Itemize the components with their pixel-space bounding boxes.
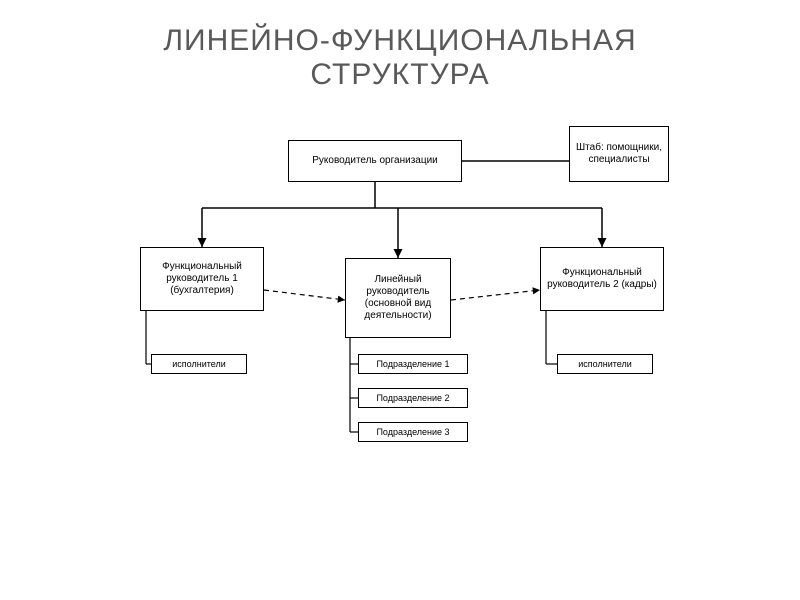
- node-exec2-label: исполнители: [578, 359, 631, 370]
- node-head-label: Руководитель организации: [312, 155, 437, 167]
- node-staff: Штаб: помощники, специалисты: [569, 126, 669, 182]
- node-sub3: Подразделение 3: [358, 422, 468, 442]
- node-exec1-label: исполнители: [172, 359, 225, 370]
- node-exec1: исполнители: [151, 354, 247, 374]
- node-line-label: Линейный руководитель (основной вид деят…: [350, 274, 446, 322]
- title-line-1: ЛИНЕЙНО-ФУНКЦИОНАЛЬНАЯ: [163, 24, 636, 57]
- page-title: ЛИНЕЙНО-ФУНКЦИОНАЛЬНАЯ СТРУКТУРА: [0, 24, 800, 92]
- node-sub2-label: Подразделение 2: [376, 393, 449, 404]
- node-sub2: Подразделение 2: [358, 388, 468, 408]
- node-func2-label: Функциональный руководитель 2 (кадры): [545, 267, 659, 291]
- title-line-2: СТРУКТУРА: [310, 58, 489, 91]
- node-func1: Функциональный руководитель 1 (бухгалтер…: [140, 247, 264, 311]
- node-line: Линейный руководитель (основной вид деят…: [345, 258, 451, 338]
- node-sub3-label: Подразделение 3: [376, 427, 449, 438]
- node-exec2: исполнители: [557, 354, 653, 374]
- node-sub1: Подразделение 1: [358, 354, 468, 374]
- node-func1-label: Функциональный руководитель 1 (бухгалтер…: [145, 261, 259, 297]
- node-sub1-label: Подразделение 1: [376, 359, 449, 370]
- node-staff-label: Штаб: помощники, специалисты: [574, 142, 664, 166]
- node-head: Руководитель организации: [288, 140, 462, 182]
- node-func2: Функциональный руководитель 2 (кадры): [540, 247, 664, 311]
